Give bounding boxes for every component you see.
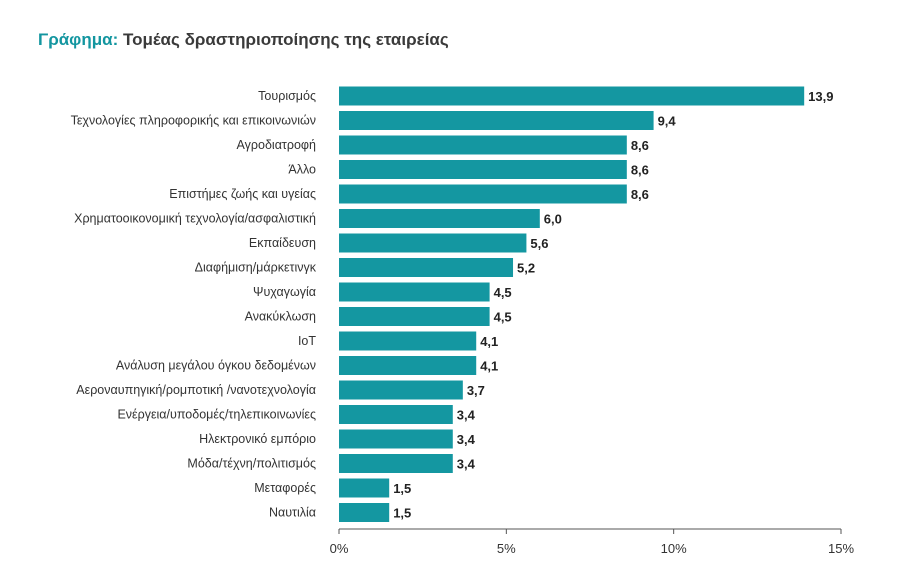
value-label: 4,1 [480,334,498,349]
category-label: Μεταφορές [254,481,316,495]
value-label: 1,5 [393,506,411,521]
value-label: 9,4 [658,114,677,129]
category-label: Ανάλυση μεγάλου όγκου δεδομένων [116,359,316,373]
bar [339,160,627,179]
x-tick-label: 10% [661,541,687,556]
category-label: Διαφήμιση/μάρκετινγκ [195,261,317,275]
category-label: Ενέργεια/υποδομές/τηλεπικοινωνίες [117,408,316,422]
value-label: 4,5 [494,285,512,300]
bar [339,454,453,473]
bar [339,135,627,155]
category-label: Άλλο [288,163,316,177]
x-tick-label: 5% [497,541,516,556]
category-label: IoT [298,334,316,348]
category-label: Τουρισμός [258,89,316,103]
category-label: Χρηματοοικονομική τεχνολογία/ασφαλιστική [74,212,316,226]
category-label: Τεχνολογίες πληροφορικής και επικοινωνιώ… [71,114,316,128]
chart-title-text: Τομέας δραστηριοποίησης της εταιρείας [122,30,449,49]
bar [339,356,477,375]
bar [339,209,540,228]
value-label: 6,0 [544,212,562,227]
bar [339,503,390,522]
bar [339,331,477,351]
value-label: 3,4 [457,432,476,447]
value-label: 4,1 [480,359,498,374]
value-label: 1,5 [393,481,411,496]
bar [339,86,805,106]
value-label: 4,5 [494,310,512,325]
category-label: Ψυχαγωγία [253,285,316,299]
category-label: Επιστήμες ζωής και υγείας [169,187,316,201]
value-label: 3,4 [457,457,476,472]
category-label: Ηλεκτρονικό εμπόριο [199,432,316,446]
bar [339,405,453,424]
bar [339,282,490,302]
category-label: Ανακύκλωση [245,310,316,324]
value-label: 3,4 [457,408,476,423]
chart-title-prefix: Γράφημα: [38,30,119,49]
bar [339,380,463,400]
bar [339,429,453,449]
bar [339,111,654,130]
bar [339,307,490,326]
bar [339,258,514,277]
category-label: Μόδα/τέχνη/πολιτισμός [187,457,316,471]
value-label: 3,7 [467,383,485,398]
chart-title: Γράφημα: Τομέας δραστηριοποίησης της ετα… [38,30,449,50]
x-tick-label: 15% [828,541,854,556]
value-label: 5,6 [530,236,548,251]
bar [339,478,390,498]
value-label: 5,2 [517,261,535,276]
value-label: 8,6 [631,138,649,153]
category-label: Ναυτιλία [269,506,316,520]
category-label: Αγροδιατροφή [237,138,316,152]
value-label: 13,9 [808,89,833,104]
bar [339,184,627,204]
x-tick-label: 0% [330,541,349,556]
category-label: Εκπαίδευση [249,236,316,250]
value-label: 8,6 [631,187,649,202]
bar [339,233,527,253]
category-label: Αεροναυπηγική/ρομποτική /νανοτεχνολογία [76,383,316,397]
value-label: 8,6 [631,163,649,178]
